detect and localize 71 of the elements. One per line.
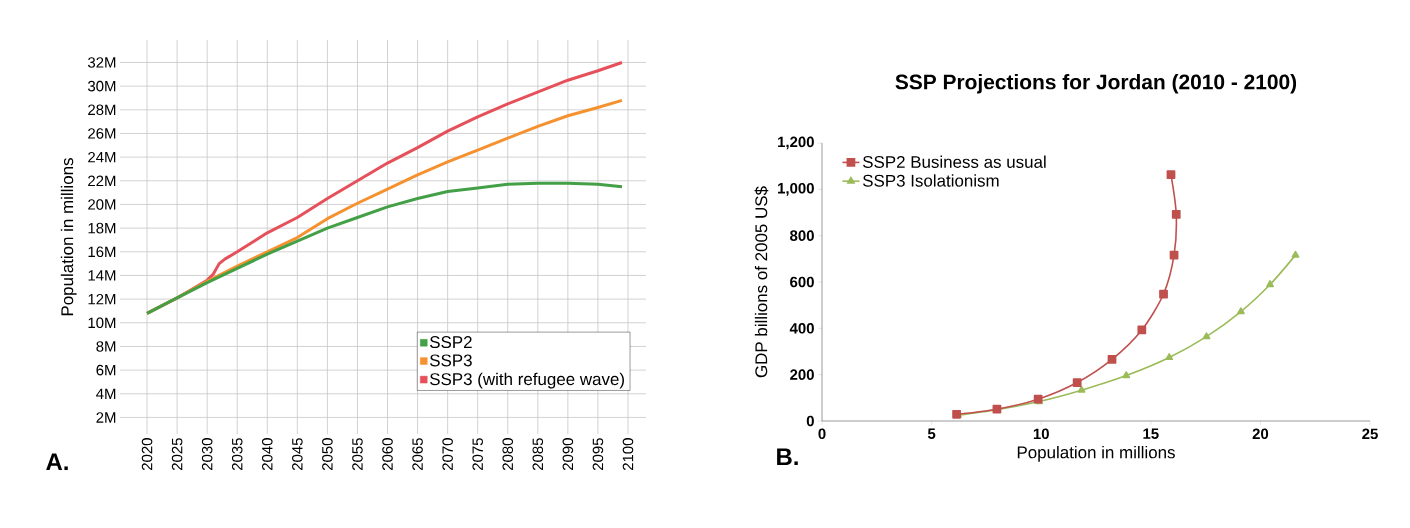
y-tick-label: 8M	[96, 341, 116, 352]
y-tick-label: 1,000	[778, 182, 814, 196]
y-tick-label: 2M	[96, 412, 116, 423]
x-tick-label: 2035	[231, 438, 243, 471]
x-tick-label: 15	[1143, 428, 1159, 439]
legend-label: SSP3	[430, 354, 472, 367]
x-tick-label: 2070	[442, 438, 453, 471]
point	[1107, 354, 1117, 364]
point	[1165, 353, 1174, 361]
y-tick-label: 18M	[88, 222, 116, 234]
point	[1169, 250, 1179, 260]
point	[1266, 280, 1274, 288]
x-tick-label: 2060	[382, 438, 393, 471]
x-tick-label: 2075	[472, 438, 483, 471]
point	[1166, 170, 1176, 180]
y-tick-label: 26M	[88, 128, 116, 139]
x-tick-label: 2020	[141, 438, 153, 471]
x-tick-label: 2055	[352, 438, 363, 471]
y-tick-label: 12M	[88, 293, 116, 305]
y-tick-label: 4M	[96, 388, 116, 399]
point	[1122, 371, 1131, 379]
y-tick-label: 28M	[88, 104, 116, 116]
chart-title: SSP Projections for Jordan (2010 - 2100)	[895, 74, 1297, 94]
x-tick-label: 20	[1252, 428, 1269, 440]
legend-label: SSP3 (with refugee wave)	[430, 372, 624, 389]
y-tick-label: 600	[790, 276, 814, 288]
y-tick-label: 0	[806, 415, 814, 427]
legend-label: SSP2	[430, 336, 472, 349]
x-tick-label: 2090	[562, 438, 574, 471]
y-tick-label: 20M	[88, 199, 116, 210]
point	[1077, 385, 1086, 393]
y-tick-label: 24M	[88, 151, 116, 163]
y-tick-label: 200	[790, 369, 814, 380]
point	[1159, 289, 1168, 299]
x-axis-title: Population in millions	[1017, 445, 1175, 462]
y-tick-label: 6M	[96, 364, 116, 376]
y-axis-title: Population in millions	[60, 158, 77, 316]
x-tick-label: 2065	[412, 438, 423, 471]
text: A.	[46, 453, 68, 470]
y-tick-label: 10M	[88, 317, 116, 329]
y-axis-title: GDP billions of 2005 US$	[754, 186, 769, 378]
x-tick-label: 2100	[622, 438, 634, 471]
x-tick-label: 5	[927, 428, 936, 439]
y-tick-label: 16M	[88, 246, 116, 258]
y-tick-label: 400	[789, 323, 814, 334]
y-tick-label: 32M	[87, 57, 116, 68]
x-tick-label: 2085	[532, 438, 544, 471]
x-tick-label: 2095	[592, 438, 604, 471]
point	[1202, 332, 1211, 340]
x-tick-label: 0	[818, 428, 826, 440]
point	[1291, 250, 1300, 258]
y-tick-label: 14M	[88, 270, 116, 281]
legend-label: SSP2 Business as usual	[863, 155, 1046, 168]
y-tick-label: 30M	[87, 80, 116, 92]
text: B.	[777, 448, 798, 465]
x-tick-label: 2040	[261, 438, 273, 471]
x-tick-label: 2025	[171, 438, 183, 471]
point	[1237, 307, 1245, 315]
point	[1137, 325, 1147, 335]
x-tick-label: 2050	[322, 438, 333, 471]
x-tick-label: 2080	[502, 438, 514, 471]
y-tick-label: 1,200	[778, 136, 814, 150]
y-tick-label: 800	[790, 230, 814, 241]
legend-label: SSP3 Isolationism	[863, 174, 999, 187]
y-tick-label: 22M	[88, 175, 116, 187]
x-tick-label: 2045	[292, 438, 303, 471]
x-tick-label: 10	[1033, 428, 1049, 440]
x-tick-label: 25	[1362, 428, 1378, 440]
x-tick-label: 2030	[201, 438, 213, 471]
point	[1171, 209, 1181, 219]
point	[1072, 378, 1082, 387]
